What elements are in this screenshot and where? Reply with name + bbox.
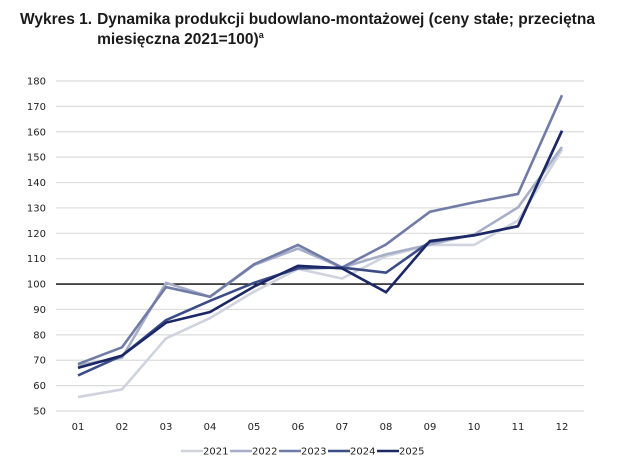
y-tick-label: 180	[27, 77, 46, 88]
legend-item-2025: 2025	[377, 447, 424, 458]
y-tick-label: 130	[27, 203, 46, 214]
x-tick-label: 12	[556, 422, 569, 433]
gridlines	[56, 80, 584, 412]
x-tick-label: 01	[72, 422, 85, 433]
chart-title-prefix: Wykres 1.	[20, 11, 93, 28]
chart-title: Wykres 1. Dynamika produkcji budowlano-m…	[20, 10, 630, 50]
chart-title-text: Dynamika produkcji budowlano-montażowej …	[97, 10, 630, 50]
series-line-2021	[77, 148, 564, 399]
y-tick-label: 140	[27, 178, 46, 189]
x-tick-label: 02	[116, 422, 129, 433]
legend-label: 2025	[399, 447, 424, 458]
y-tick-label: 90	[33, 305, 46, 316]
x-tick-label: 06	[292, 422, 305, 433]
chart-title-footnote-mark: a	[258, 29, 264, 40]
legend-item-2022: 2022	[230, 447, 277, 458]
y-tick-label: 50	[33, 407, 46, 418]
y-axis-ticks: 50 60 70 80 90 100 110 120 130 140 150 160 170 180	[27, 77, 46, 418]
y-tick-label: 100	[27, 280, 46, 291]
x-tick-label: 10	[468, 422, 481, 433]
y-tick-label: 60	[33, 381, 46, 392]
x-tick-label: 05	[248, 422, 261, 433]
legend-item-2021: 2021	[181, 447, 228, 458]
x-tick-label: 08	[380, 422, 393, 433]
x-tick-label: 07	[336, 422, 349, 433]
chart-title-main: Dynamika produkcji budowlano-montażowej …	[97, 11, 595, 48]
y-tick-label: 150	[27, 153, 46, 164]
y-tick-label: 160	[27, 127, 46, 138]
series-lines	[77, 94, 564, 399]
y-tick-label: 170	[27, 102, 46, 113]
series-2025	[77, 130, 564, 370]
legend-label: 2023	[301, 447, 326, 458]
y-tick-label: 70	[33, 356, 46, 367]
legend-item-2024: 2024	[328, 447, 375, 458]
y-tick-label: 110	[27, 254, 46, 265]
x-tick-label: 04	[204, 422, 217, 433]
x-tick-label: 09	[424, 422, 437, 433]
series-line-2023	[77, 94, 564, 366]
series-2024	[77, 130, 564, 377]
x-tick-label: 03	[160, 422, 173, 433]
y-tick-label: 80	[33, 330, 46, 341]
x-axis-ticks: 01 02 03 04 05 06 07 08 09 10 11 12	[72, 422, 569, 433]
legend-item-2023: 2023	[279, 447, 326, 458]
legend-label: 2022	[252, 447, 277, 458]
legend: 2021 2022 2023 2024 2025	[181, 447, 424, 458]
series-2023	[77, 94, 564, 366]
series-line-2025	[77, 130, 564, 370]
legend-label: 2024	[350, 447, 375, 458]
legend-label: 2021	[203, 447, 228, 458]
x-tick-label: 11	[512, 422, 525, 433]
series-line-2024	[77, 130, 564, 377]
y-tick-label: 120	[27, 229, 46, 240]
